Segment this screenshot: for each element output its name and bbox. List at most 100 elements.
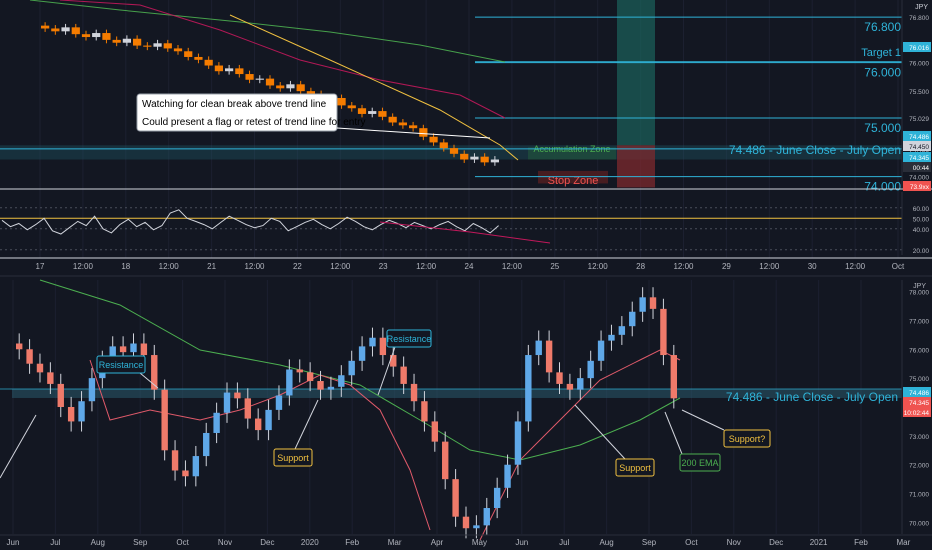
- annotation-box: [386, 329, 432, 348]
- top-x-tick: 12:00: [416, 262, 437, 271]
- bottom-x-tick: Nov: [727, 538, 741, 547]
- bottom-x-tick: Jun: [515, 538, 528, 547]
- candle-body-bottom: [577, 378, 584, 390]
- price-tick: 71.000: [909, 492, 929, 499]
- price-tag: 74.486: [909, 390, 929, 397]
- candle-body-bottom: [140, 343, 148, 356]
- top-x-tick: 23: [379, 262, 388, 271]
- candle-body-top: [265, 78, 275, 86]
- candle-body-top: [255, 78, 264, 80]
- price-tick: 75.000: [909, 376, 929, 383]
- annotation-pointer: [377, 346, 396, 396]
- ema-line-2: [479, 349, 681, 541]
- ema-line: [89, 359, 431, 531]
- top-price-scale: 76.800 76.000 75.500 75.029 74.486 74.000 76.0…: [901, 0, 932, 191]
- bottom-x-tick: 2021: [810, 538, 828, 547]
- annotation-box: [679, 453, 721, 472]
- candle-body-bottom: [358, 346, 366, 361]
- annotation-label: Support?: [729, 434, 766, 444]
- candle-body-bottom: [390, 355, 397, 367]
- candle-body-top: [306, 91, 315, 94]
- bottom-x-tick: May: [472, 538, 487, 547]
- candle-body-bottom: [203, 432, 210, 457]
- candle-body-top: [71, 27, 80, 35]
- price-tag: 76.016: [909, 45, 929, 52]
- level-label-bottom: 74.486 - June Close - July Open: [726, 390, 898, 404]
- candle-body-top: [51, 28, 60, 32]
- candle-body-top: [92, 33, 101, 38]
- candle-body-bottom: [525, 355, 532, 422]
- annotation-box: [273, 448, 313, 467]
- candle-body-top: [296, 84, 305, 92]
- candle-body-bottom: [265, 409, 272, 431]
- candle-body-top: [235, 68, 244, 75]
- candle-body-bottom: [244, 398, 251, 419]
- bottom-x-tick: Dec: [769, 538, 783, 547]
- candle-body-top: [419, 128, 428, 137]
- top-x-tick: 12:00: [845, 262, 866, 271]
- candle-body-bottom: [462, 516, 470, 529]
- bottom-x-tick: Feb: [854, 538, 868, 547]
- candle-body-top: [429, 136, 438, 143]
- candle-body-bottom: [223, 392, 231, 413]
- top-x-tick: 12:00: [159, 262, 180, 271]
- annotation-pointer: [664, 411, 683, 455]
- price-tick: 78.000: [909, 290, 929, 297]
- ema-line-top: [59, 0, 506, 119]
- candle-body-bottom: [670, 355, 677, 399]
- annotation-label: Resistance: [387, 334, 432, 344]
- candle-body-bottom: [275, 395, 283, 410]
- top-x-tick: 12:00: [759, 262, 780, 271]
- note-box: [136, 93, 338, 132]
- top-x-tick: 30: [808, 262, 817, 271]
- price-tick: 50.00: [913, 216, 930, 223]
- candle-body-bottom: [608, 334, 615, 341]
- candle-body-bottom: [234, 392, 241, 399]
- annotation-box: [723, 429, 771, 448]
- bottom-x-tick: 2020: [301, 538, 319, 547]
- bottom-x-tick: Sep: [133, 538, 148, 547]
- candle-body-top: [173, 48, 183, 52]
- price-tag-bg: [903, 181, 931, 191]
- currency-label-bottom: JPY: [913, 283, 926, 290]
- candle-body-bottom: [78, 401, 85, 422]
- price-tag-bg: [903, 42, 931, 52]
- bottom-x-tick: Aug: [599, 538, 613, 547]
- price-tick: 73.000: [909, 434, 929, 441]
- candle-body-top: [81, 34, 91, 38]
- candle-body-top: [490, 159, 499, 163]
- bottom-x-tick: Mar: [897, 538, 911, 547]
- top-x-tick: 29: [722, 262, 731, 271]
- price-tick: 74.000: [909, 175, 929, 182]
- candle-body-top: [470, 156, 479, 160]
- price-tag: 00:44: [913, 165, 930, 172]
- price-tick: 20.00: [913, 248, 930, 255]
- candle-body-bottom: [306, 372, 314, 382]
- level-label-2: 76.000: [864, 66, 901, 80]
- candle-body-bottom: [296, 369, 303, 373]
- candle-body-top: [41, 25, 50, 29]
- candle-body-bottom: [369, 337, 376, 347]
- level-label-1: Target 1: [861, 47, 901, 59]
- oscillator-scale: 60.00 50.00 40.00 20.00: [901, 192, 932, 255]
- candle-body-bottom: [26, 349, 33, 364]
- bottom-x-tick: Dec: [260, 538, 274, 547]
- support-band-bottom: [12, 388, 902, 398]
- bottom-x-tick: Jul: [50, 538, 60, 547]
- candle-body-top: [153, 43, 162, 47]
- top-x-tick: Oct: [892, 262, 905, 271]
- candle-body-bottom: [587, 360, 594, 379]
- candle-body-top: [398, 122, 407, 126]
- candle-body-bottom: [192, 456, 200, 477]
- level-label-5: 74.000: [864, 180, 901, 194]
- price-tag: 74.486: [909, 134, 929, 141]
- annotation-pointer: [139, 372, 159, 389]
- candle-body-bottom: [639, 297, 646, 312]
- level-label-3: 75.000: [864, 121, 901, 135]
- bottom-x-tick: Oct: [176, 538, 189, 547]
- top-x-tick: 18: [121, 262, 130, 271]
- price-tick: 76.000: [909, 347, 929, 354]
- candle-body-top: [480, 156, 489, 163]
